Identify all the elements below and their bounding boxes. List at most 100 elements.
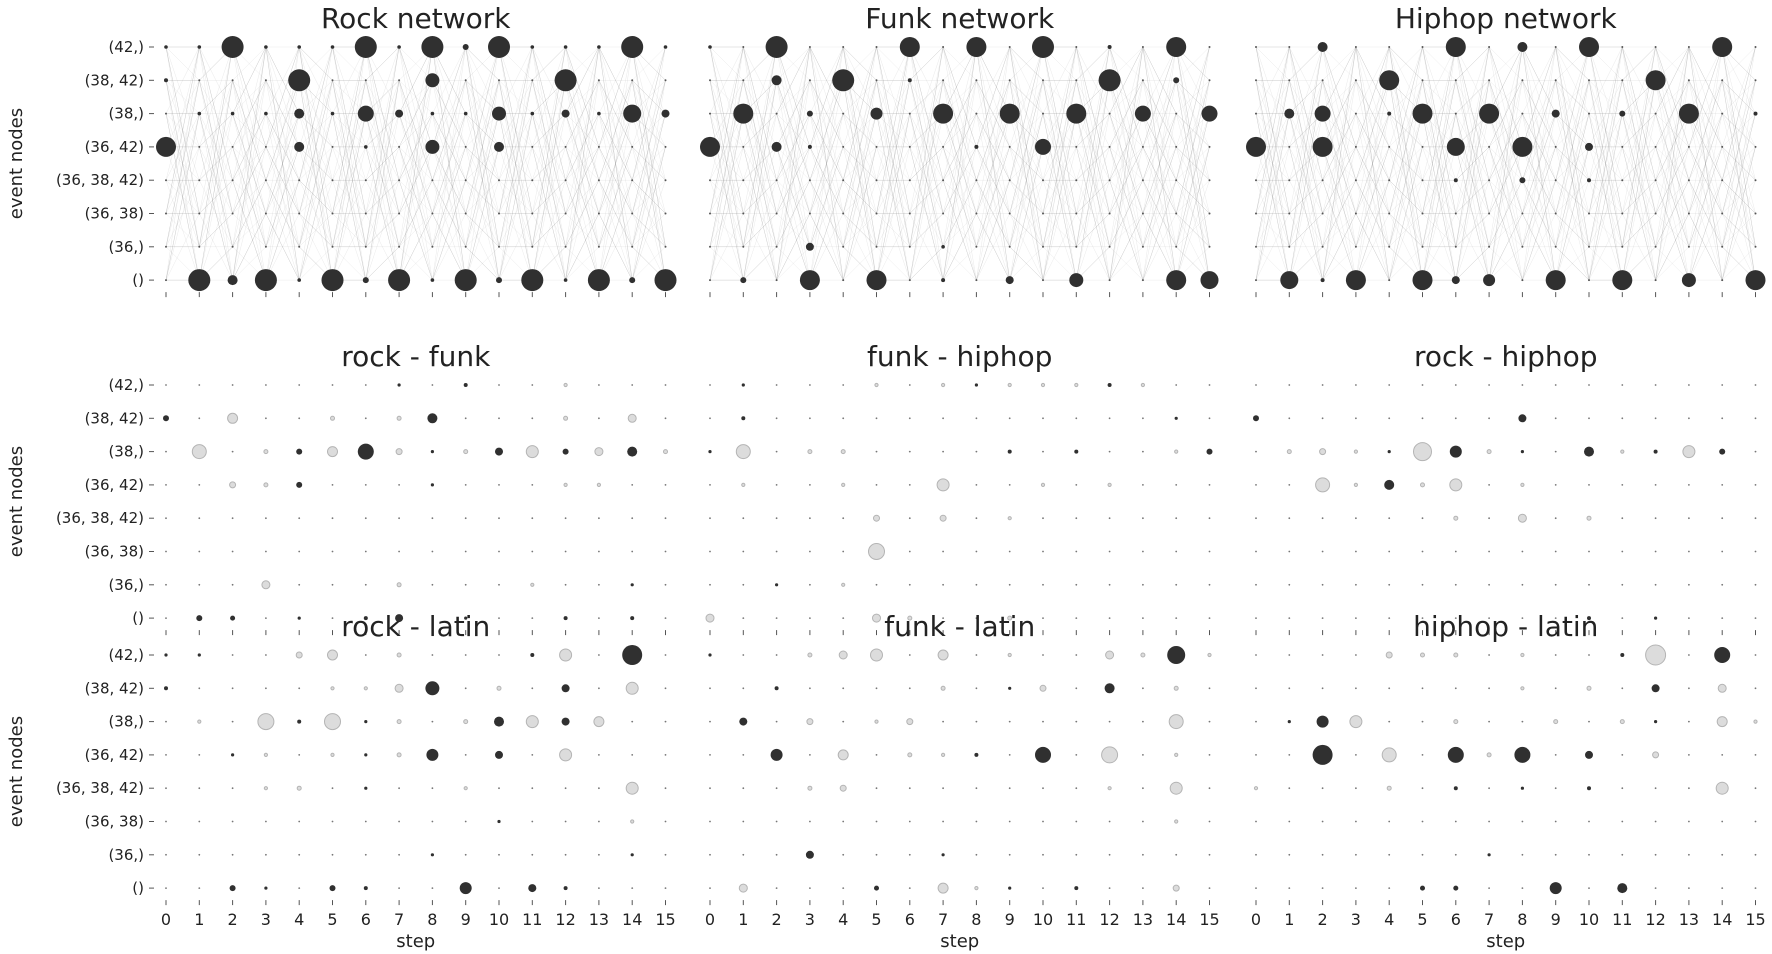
edge	[1009, 80, 1044, 214]
edge	[743, 213, 777, 247]
edge	[1655, 180, 1690, 281]
difference-point	[1453, 885, 1459, 891]
difference-point	[327, 649, 338, 661]
edge	[165, 113, 200, 247]
edge	[465, 80, 500, 281]
grid-dot	[531, 820, 534, 823]
edge	[1388, 80, 1423, 181]
grid-dot	[775, 853, 778, 856]
edge	[842, 80, 877, 181]
edge	[842, 80, 877, 148]
edge	[776, 146, 811, 181]
grid-dot	[331, 384, 334, 386]
edge	[1655, 46, 1690, 147]
x-tick-label: 12	[555, 910, 575, 929]
grid-dot	[1654, 484, 1657, 486]
edge	[1255, 113, 1290, 181]
grid-dot	[664, 720, 667, 723]
edge	[1322, 113, 1357, 247]
difference-point	[396, 752, 402, 758]
difference-point	[196, 615, 203, 622]
edge	[1289, 46, 1323, 81]
edge	[432, 113, 466, 214]
grid-dot	[808, 46, 811, 48]
edge	[1076, 180, 1110, 281]
edge	[776, 113, 811, 214]
edge	[1622, 213, 1656, 247]
edge	[1322, 246, 1357, 281]
edge	[598, 46, 633, 114]
grid-dot	[1208, 887, 1211, 889]
edge	[1389, 213, 1423, 247]
node-point	[1712, 37, 1733, 57]
edge	[942, 46, 977, 147]
edge	[1042, 80, 1077, 214]
edge	[776, 113, 811, 247]
edge	[1109, 213, 1144, 281]
edge	[532, 46, 566, 81]
edge	[1175, 113, 1210, 247]
grid-dot	[1321, 887, 1324, 889]
grid-dot	[1008, 46, 1011, 48]
node-point	[197, 111, 202, 116]
difference-point	[874, 885, 879, 891]
panel-rock-network: Rock network(42,)(38, 42)(38,)(36, 42)(3…	[6, 2, 677, 298]
edge	[1688, 80, 1723, 148]
edge	[565, 146, 600, 181]
difference-point	[1174, 752, 1179, 758]
edge	[598, 180, 633, 281]
edge	[199, 46, 233, 247]
grid-dot	[664, 853, 667, 856]
edge	[498, 146, 533, 214]
edge	[1176, 180, 1210, 214]
edge	[398, 146, 433, 214]
edge	[565, 46, 600, 81]
grid-dot	[775, 450, 778, 453]
grid-dot	[908, 484, 911, 486]
grid-dot	[464, 853, 467, 856]
edge	[1042, 246, 1077, 281]
edge	[365, 46, 400, 181]
edge	[842, 46, 877, 147]
edge	[1076, 80, 1110, 247]
edge	[743, 146, 777, 181]
edge	[743, 46, 777, 181]
grid-dot	[664, 384, 667, 386]
difference-point	[1617, 883, 1628, 894]
grid-dot	[875, 687, 878, 690]
grid-dot	[908, 654, 911, 656]
edge	[1009, 46, 1044, 247]
edge	[165, 213, 200, 281]
node-point	[397, 45, 401, 49]
grid-dot	[1488, 46, 1491, 48]
edge	[465, 146, 500, 181]
edge	[1009, 146, 1044, 281]
difference-point	[561, 717, 570, 726]
edge	[1389, 180, 1423, 214]
difference-point	[327, 446, 338, 458]
edge	[1389, 146, 1423, 181]
grid-dot	[1175, 617, 1178, 619]
edge	[498, 113, 533, 281]
edge	[1042, 46, 1077, 147]
grid-dot	[942, 550, 944, 553]
edge	[1142, 80, 1177, 181]
grid-dot	[1075, 145, 1078, 148]
edge	[1009, 46, 1044, 181]
edge	[1255, 146, 1290, 281]
edge	[1322, 80, 1357, 281]
grid-dot	[1688, 887, 1690, 889]
edge	[1722, 213, 1756, 247]
edge	[532, 46, 566, 147]
node-point	[1446, 137, 1465, 156]
edge	[232, 46, 267, 81]
grid-dot	[1142, 417, 1144, 420]
node-point	[1201, 105, 1218, 122]
panel-funk-network: Funk network	[700, 2, 1219, 298]
grid-dot	[1208, 484, 1211, 486]
grid-dot	[709, 853, 711, 856]
edge	[1455, 46, 1490, 114]
grid-dot	[1621, 484, 1624, 486]
edge	[1455, 46, 1490, 81]
